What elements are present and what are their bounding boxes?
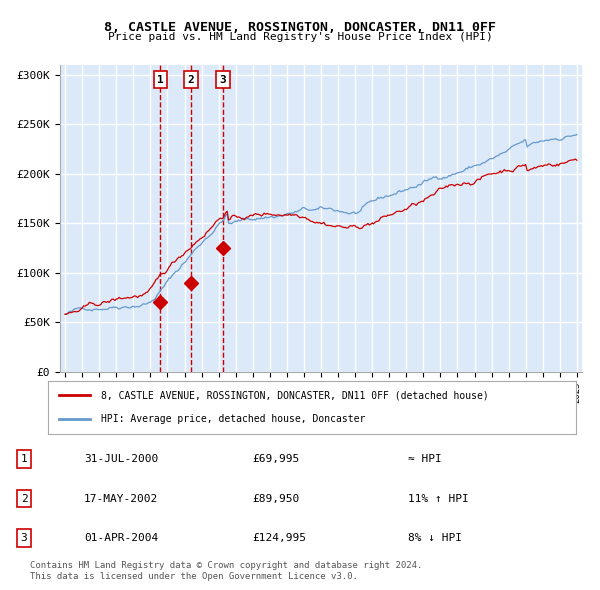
Text: 31-JUL-2000: 31-JUL-2000 [84,454,158,464]
Text: 2: 2 [20,494,28,503]
Text: 17-MAY-2002: 17-MAY-2002 [84,494,158,503]
Text: 8, CASTLE AVENUE, ROSSINGTON, DONCASTER, DN11 0FF: 8, CASTLE AVENUE, ROSSINGTON, DONCASTER,… [104,21,496,34]
Text: 8% ↓ HPI: 8% ↓ HPI [408,533,462,543]
Text: 11% ↑ HPI: 11% ↑ HPI [408,494,469,503]
Text: 1: 1 [157,75,164,85]
Text: 01-APR-2004: 01-APR-2004 [84,533,158,543]
Text: Price paid vs. HM Land Registry's House Price Index (HPI): Price paid vs. HM Land Registry's House … [107,32,493,42]
Text: £89,950: £89,950 [252,494,299,503]
Text: This data is licensed under the Open Government Licence v3.0.: This data is licensed under the Open Gov… [30,572,358,581]
Text: ≈ HPI: ≈ HPI [408,454,442,464]
Text: Contains HM Land Registry data © Crown copyright and database right 2024.: Contains HM Land Registry data © Crown c… [30,560,422,569]
Text: 3: 3 [20,533,28,543]
Text: HPI: Average price, detached house, Doncaster: HPI: Average price, detached house, Donc… [101,414,365,424]
Text: £124,995: £124,995 [252,533,306,543]
Text: 1: 1 [20,454,28,464]
Text: 2: 2 [187,75,194,85]
Text: 8, CASTLE AVENUE, ROSSINGTON, DONCASTER, DN11 0FF (detached house): 8, CASTLE AVENUE, ROSSINGTON, DONCASTER,… [101,391,488,401]
Text: £69,995: £69,995 [252,454,299,464]
Text: 3: 3 [220,75,226,85]
